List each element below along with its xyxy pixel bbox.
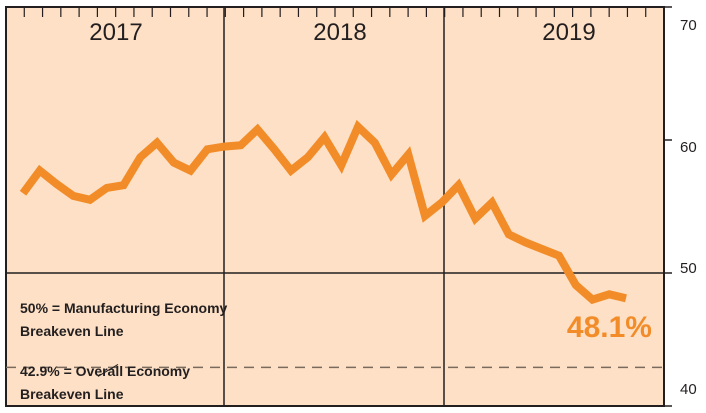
latest-value-label: 48.1% (567, 311, 652, 344)
y-tick-label-50: 50 (680, 260, 697, 277)
overall-breakeven-pointer (97, 364, 119, 377)
overall-breakeven-note-line1: 42.9% = Overall Economy (20, 363, 190, 379)
year-label-2019: 2019 (542, 19, 595, 46)
y-tick-label-70: 70 (680, 17, 697, 34)
y-tick-label-40: 40 (680, 381, 697, 398)
overall-breakeven-note-line2: Breakeven Line (20, 386, 124, 402)
year-label-2017: 2017 (89, 19, 142, 46)
manufacturing-breakeven-note-line1: 50% = Manufacturing Economy (20, 300, 228, 316)
y-tick-label-60: 60 (680, 139, 697, 156)
manufacturing-breakeven-note-line2: Breakeven Line (20, 323, 124, 339)
plot-background (5, 6, 665, 407)
year-label-2018: 2018 (313, 19, 366, 46)
